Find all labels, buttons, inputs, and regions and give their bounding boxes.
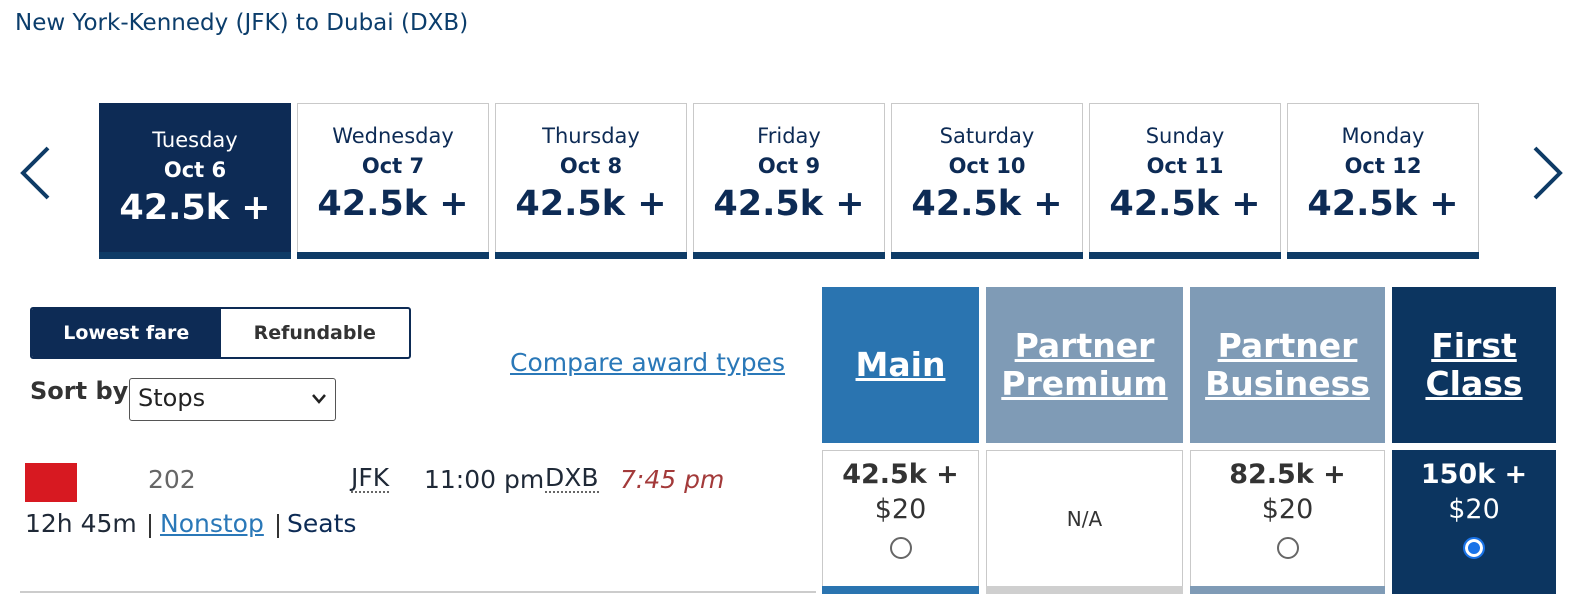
tab-date: Oct 10 bbox=[948, 154, 1026, 178]
fare-bar bbox=[1190, 586, 1385, 594]
date-tab[interactable]: Sunday Oct 11 42.5k + bbox=[1089, 103, 1281, 259]
tab-price: 42.5k + bbox=[317, 184, 469, 224]
fare-bar bbox=[1392, 586, 1556, 594]
separator bbox=[277, 514, 279, 538]
cabin-header[interactable]: First Class bbox=[1392, 287, 1556, 443]
tab-day: Tuesday bbox=[152, 128, 238, 152]
toggle-option[interactable]: Lowest fare bbox=[32, 309, 221, 357]
tab-price: 42.5k + bbox=[515, 184, 667, 224]
tab-price: 42.5k + bbox=[1307, 184, 1459, 224]
fare-radio[interactable] bbox=[889, 537, 912, 559]
next-arrow[interactable] bbox=[1530, 145, 1566, 201]
tab-price: 42.5k + bbox=[713, 184, 865, 224]
toggle-option[interactable]: Refundable bbox=[253, 322, 376, 344]
compare-link[interactable]: Compare award types bbox=[510, 348, 785, 377]
origin: JFK bbox=[351, 463, 390, 493]
tab-day: Wednesday bbox=[332, 124, 454, 148]
cabin-header[interactable]: Partner Business bbox=[1190, 287, 1385, 443]
fare-cell: 150k + $20 bbox=[1392, 450, 1556, 586]
fare-fee: $20 bbox=[874, 494, 927, 525]
sort-select[interactable]: Stops bbox=[129, 378, 336, 421]
tab-day: Saturday bbox=[939, 124, 1035, 148]
fare-miles: 42.5k + bbox=[842, 459, 959, 490]
fare-toggle: Lowest fare Refundable bbox=[30, 307, 411, 359]
fare-miles: 150k + bbox=[1420, 459, 1528, 490]
destination: DXB bbox=[545, 463, 599, 493]
cabin-header[interactable]: Main bbox=[822, 287, 979, 443]
depart-time: 11:00 pm bbox=[424, 465, 545, 494]
tab-date: Oct 11 bbox=[1146, 154, 1224, 178]
cabin-header[interactable]: Partner Premium bbox=[986, 287, 1183, 443]
fare-bar bbox=[822, 586, 979, 594]
tab-date: Oct 6 bbox=[163, 158, 227, 182]
tab-day: Monday bbox=[1341, 124, 1425, 148]
route-title: New York-Kennedy (JFK) to Dubai (DXB) bbox=[15, 10, 469, 36]
seats-link[interactable]: Seats bbox=[287, 509, 357, 538]
date-tab[interactable]: Friday Oct 9 42.5k + bbox=[693, 103, 885, 259]
prev-arrow[interactable] bbox=[18, 145, 54, 201]
tab-day: Sunday bbox=[1145, 124, 1225, 148]
fare-fee: $20 bbox=[1448, 494, 1500, 525]
fare-radio[interactable] bbox=[1276, 537, 1299, 559]
sort-value: Stops bbox=[138, 384, 206, 412]
fare-cell: 82.5k + $20 bbox=[1190, 450, 1385, 586]
airline-logo bbox=[25, 463, 77, 502]
arrive-time: 7:45 pm bbox=[620, 465, 725, 494]
tab-day: Thursday bbox=[542, 124, 640, 148]
flight-number: 202 bbox=[148, 465, 196, 494]
date-tab[interactable]: Tuesday Oct 6 42.5k + bbox=[99, 103, 291, 259]
sort-label: Sort by bbox=[30, 377, 129, 405]
tab-date: Oct 12 bbox=[1344, 154, 1422, 178]
fare-cell: N/A bbox=[986, 450, 1183, 586]
fare-status: N/A bbox=[1066, 507, 1103, 531]
tab-date: Oct 7 bbox=[361, 154, 425, 178]
fare-miles: 82.5k + bbox=[1229, 459, 1346, 490]
fare-cell: 42.5k + $20 bbox=[822, 450, 979, 586]
date-tab[interactable]: Thursday Oct 8 42.5k + bbox=[495, 103, 687, 259]
tab-price: 42.5k + bbox=[119, 188, 271, 228]
fare-radio[interactable] bbox=[1463, 537, 1485, 559]
fare-bar bbox=[986, 586, 1183, 594]
duration: 12h 45m bbox=[25, 509, 137, 538]
tab-price: 42.5k + bbox=[911, 184, 1063, 224]
tab-price: 42.5k + bbox=[1109, 184, 1261, 224]
row-divider bbox=[20, 591, 816, 593]
date-tab[interactable]: Wednesday Oct 7 42.5k + bbox=[297, 103, 489, 259]
tab-day: Friday bbox=[757, 124, 821, 148]
stops-link[interactable]: Nonstop bbox=[160, 509, 264, 538]
date-tab[interactable]: Saturday Oct 10 42.5k + bbox=[891, 103, 1083, 259]
dropdown-icon bbox=[312, 394, 326, 404]
tab-date: Oct 8 bbox=[559, 154, 623, 178]
separator bbox=[149, 514, 151, 538]
date-tab[interactable]: Monday Oct 12 42.5k + bbox=[1287, 103, 1479, 259]
tab-date: Oct 9 bbox=[757, 154, 821, 178]
fare-fee: $20 bbox=[1261, 494, 1314, 525]
